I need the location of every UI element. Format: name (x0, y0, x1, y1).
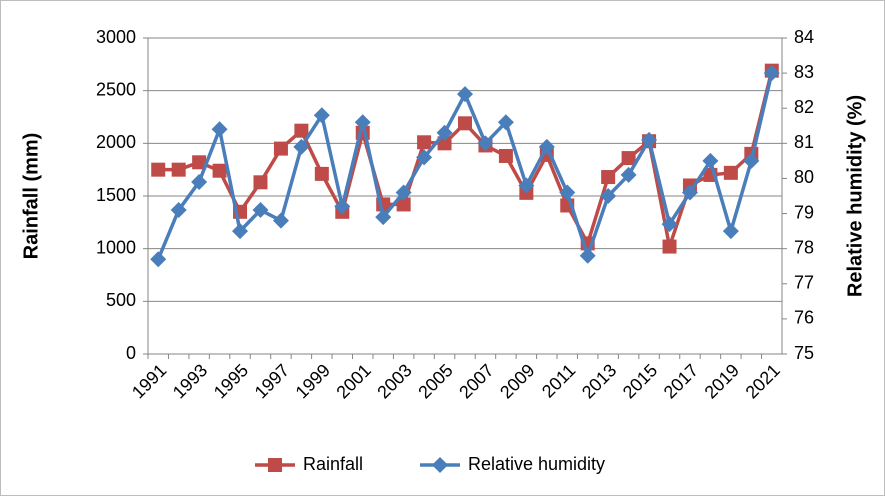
y-tick-label: 0 (126, 343, 136, 363)
marker (171, 162, 186, 177)
marker (313, 107, 330, 124)
y2-tick-label: 84 (794, 27, 814, 47)
marker (538, 138, 555, 155)
y2-tick-label: 79 (794, 202, 814, 222)
marker (416, 149, 433, 166)
marker (170, 202, 187, 219)
marker (477, 135, 494, 152)
marker (702, 152, 719, 169)
marker (151, 162, 166, 177)
legend-label: Rainfall (303, 454, 363, 474)
y-tick-label: 1500 (96, 185, 136, 205)
marker (497, 114, 514, 131)
marker (436, 124, 453, 141)
marker (763, 65, 780, 82)
legend-marker (432, 457, 448, 473)
marker (396, 197, 411, 212)
y-tick-label: 500 (106, 290, 136, 310)
marker (518, 177, 535, 194)
marker (458, 116, 472, 131)
marker (232, 223, 249, 240)
marker (559, 184, 576, 201)
legend-label: Relative humidity (468, 454, 605, 474)
marker (273, 141, 288, 156)
marker (579, 247, 596, 264)
y2-axis-title: Relative humidity (%) (844, 95, 866, 297)
y2-tick-label: 83 (794, 62, 814, 82)
marker (253, 175, 268, 190)
marker (375, 209, 392, 226)
marker (293, 138, 310, 155)
marker (191, 173, 208, 190)
marker (395, 184, 412, 201)
y2-tick-label: 78 (794, 237, 814, 257)
legend-marker (268, 458, 282, 472)
marker (417, 135, 432, 150)
marker (641, 131, 658, 148)
marker (722, 223, 739, 240)
y-axis-title: Rainfall (mm) (20, 133, 42, 260)
marker (294, 123, 309, 138)
marker (212, 163, 227, 178)
marker (498, 148, 513, 163)
marker (620, 166, 637, 183)
marker (662, 239, 677, 254)
y2-tick-label: 82 (794, 97, 814, 117)
marker (252, 202, 269, 219)
y2-tick-label: 76 (794, 308, 814, 328)
marker (661, 216, 678, 233)
y2-tick-label: 75 (794, 343, 814, 363)
marker (334, 198, 351, 215)
marker (457, 86, 473, 103)
marker (621, 151, 636, 166)
marker (314, 166, 329, 181)
y2-tick-label: 80 (794, 167, 814, 187)
marker (601, 170, 616, 185)
y-tick-label: 2000 (96, 132, 136, 152)
y2-tick-label: 77 (794, 273, 814, 293)
marker (681, 184, 698, 201)
marker (192, 155, 207, 170)
y2-tick-label: 81 (794, 132, 814, 152)
y-tick-label: 1000 (96, 237, 136, 257)
marker (211, 121, 228, 138)
y-tick-label: 2500 (96, 79, 136, 99)
marker (354, 114, 371, 131)
marker (437, 136, 452, 151)
marker (272, 212, 289, 229)
marker (600, 188, 617, 204)
marker (743, 152, 760, 169)
y-tick-label: 3000 (96, 27, 136, 47)
marker (723, 165, 738, 180)
marker (150, 251, 167, 268)
